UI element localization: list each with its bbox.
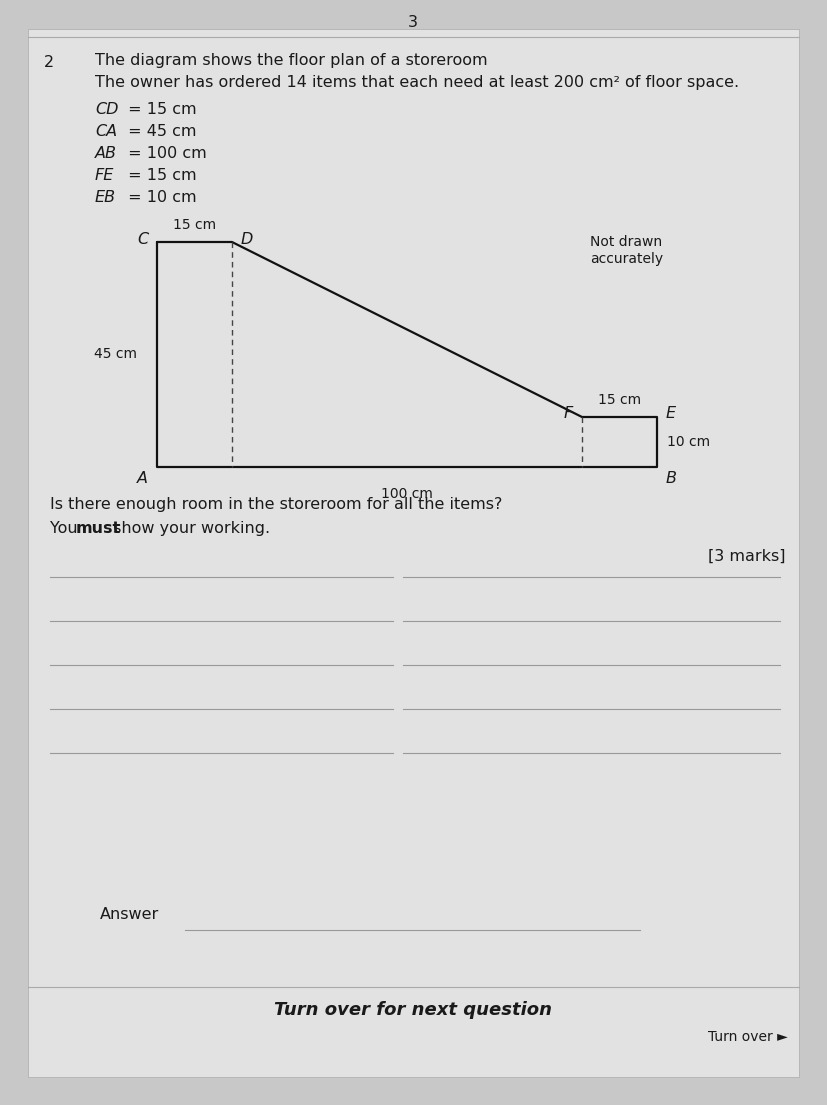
Text: AB: AB	[95, 146, 117, 161]
Text: Turn over ►: Turn over ►	[708, 1030, 788, 1044]
Text: 10 cm: 10 cm	[667, 435, 710, 449]
Text: must: must	[76, 520, 122, 536]
Text: 3: 3	[408, 15, 418, 30]
Text: accurately: accurately	[590, 252, 663, 266]
Text: CD: CD	[95, 102, 118, 117]
Text: B: B	[666, 471, 677, 486]
Text: show your working.: show your working.	[108, 520, 270, 536]
Text: CA: CA	[95, 124, 117, 139]
Text: E: E	[666, 407, 676, 421]
Text: The diagram shows the floor plan of a storeroom: The diagram shows the floor plan of a st…	[95, 53, 488, 69]
Text: A: A	[137, 471, 148, 486]
Text: [3 marks]: [3 marks]	[708, 549, 785, 564]
Text: C: C	[137, 232, 148, 246]
Text: = 10 cm: = 10 cm	[123, 190, 197, 206]
Text: Answer: Answer	[100, 907, 160, 922]
Text: You: You	[50, 520, 83, 536]
Text: = 15 cm: = 15 cm	[123, 102, 197, 117]
Text: 15 cm: 15 cm	[173, 218, 216, 232]
Text: 2: 2	[44, 55, 54, 70]
Text: Turn over for next question: Turn over for next question	[274, 1001, 552, 1019]
Text: EB: EB	[95, 190, 116, 206]
Text: = 15 cm: = 15 cm	[123, 168, 197, 183]
Text: FE: FE	[95, 168, 114, 183]
Text: 100 cm: 100 cm	[381, 487, 433, 501]
Text: Not drawn: Not drawn	[590, 235, 662, 249]
Text: Is there enough room in the storeroom for all the items?: Is there enough room in the storeroom fo…	[50, 497, 502, 512]
Text: = 100 cm: = 100 cm	[123, 146, 207, 161]
Text: The owner has ordered 14 items that each need at least 200 cm² of floor space.: The owner has ordered 14 items that each…	[95, 75, 739, 90]
Text: = 45 cm: = 45 cm	[123, 124, 197, 139]
Text: 45 cm: 45 cm	[93, 347, 136, 361]
Text: F: F	[564, 407, 573, 421]
Text: D: D	[241, 232, 253, 246]
Text: 15 cm: 15 cm	[598, 393, 641, 407]
